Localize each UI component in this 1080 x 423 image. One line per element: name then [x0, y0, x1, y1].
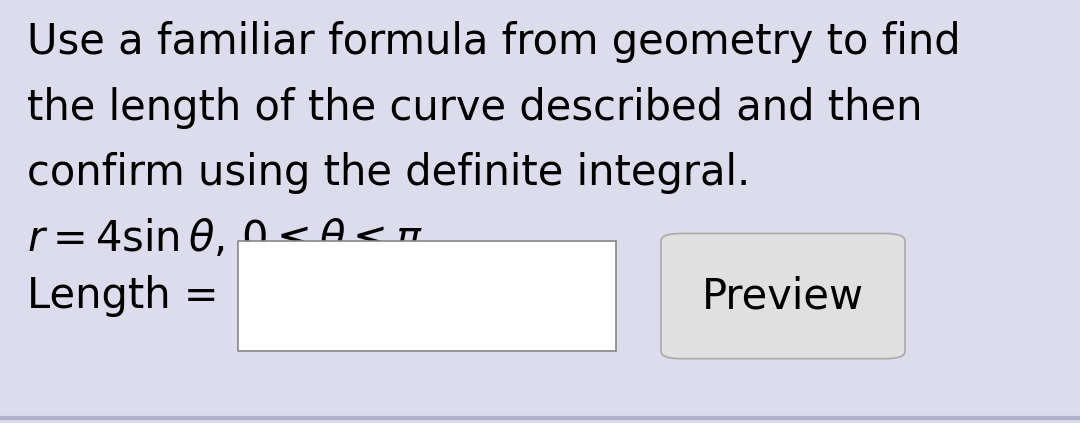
Text: confirm using the definite integral.: confirm using the definite integral.: [27, 152, 751, 194]
Text: $r = 4\sin\theta,\, 0 \leq \theta \leq \pi\,.$: $r = 4\sin\theta,\, 0 \leq \theta \leq \…: [27, 218, 438, 260]
Text: the length of the curve described and then: the length of the curve described and th…: [27, 87, 922, 129]
Text: Preview: Preview: [702, 275, 864, 317]
FancyBboxPatch shape: [238, 241, 616, 351]
Text: Length =: Length =: [27, 275, 218, 317]
Text: Use a familiar formula from geometry to find: Use a familiar formula from geometry to …: [27, 21, 960, 63]
FancyBboxPatch shape: [661, 233, 905, 359]
